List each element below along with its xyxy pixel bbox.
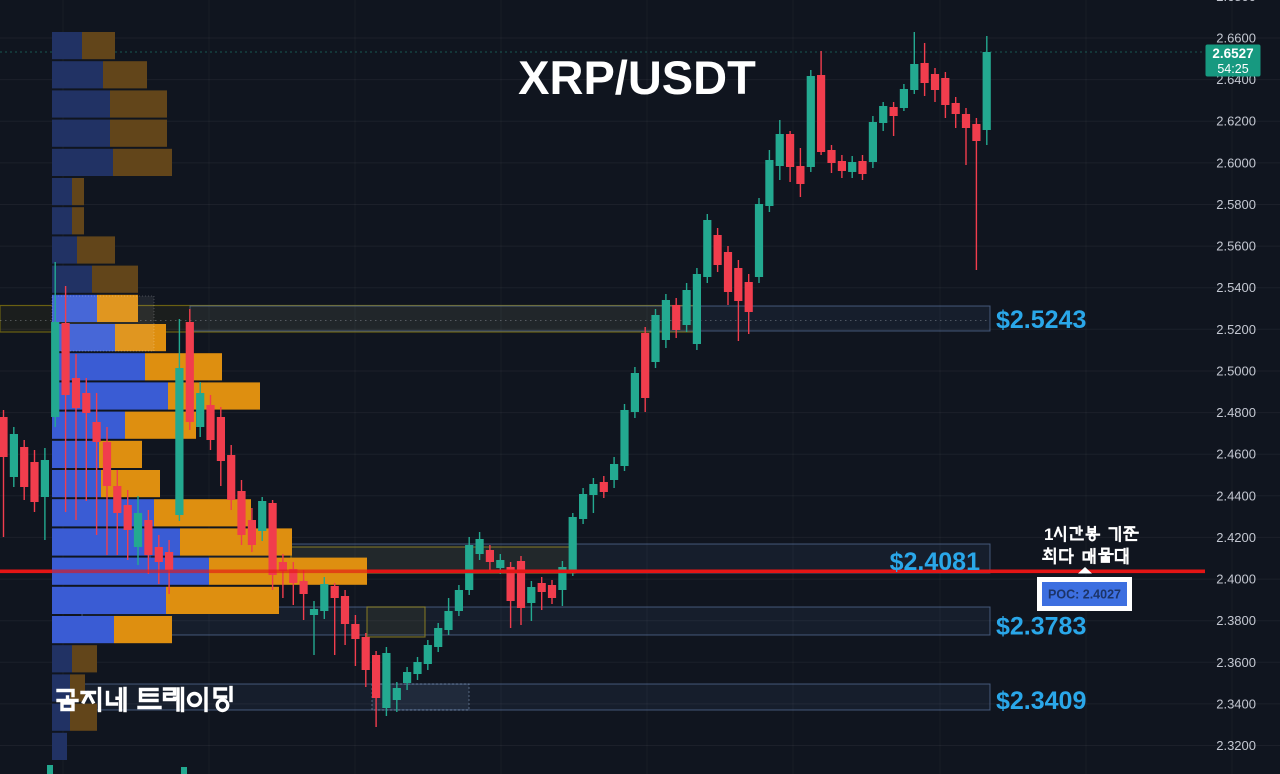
svg-text:2.5600: 2.5600 — [1216, 239, 1256, 254]
svg-text:2.3800: 2.3800 — [1216, 613, 1256, 628]
svg-text:2.3200: 2.3200 — [1216, 738, 1256, 753]
svg-text:2.4400: 2.4400 — [1216, 488, 1256, 503]
svg-text:2.6600: 2.6600 — [1216, 31, 1256, 46]
svg-text:2.4600: 2.4600 — [1216, 447, 1256, 462]
svg-text:$2.5243: $2.5243 — [996, 306, 1086, 334]
svg-text:$2.3783: $2.3783 — [996, 613, 1086, 641]
svg-text:2.3400: 2.3400 — [1216, 696, 1256, 711]
svg-text:2.6527: 2.6527 — [1212, 46, 1253, 61]
svg-text:POC: 2.4027: POC: 2.4027 — [1048, 588, 1121, 602]
svg-text:$2.4081: $2.4081 — [890, 548, 980, 576]
svg-text:2.6800: 2.6800 — [1216, 0, 1256, 4]
svg-text:2.5400: 2.5400 — [1216, 280, 1256, 295]
svg-text:$2.3409: $2.3409 — [996, 687, 1086, 715]
svg-text:2.6200: 2.6200 — [1216, 114, 1256, 129]
svg-text:2.4200: 2.4200 — [1216, 530, 1256, 545]
svg-text:2.4800: 2.4800 — [1216, 405, 1256, 420]
svg-text:54:25: 54:25 — [1217, 62, 1248, 76]
svg-text:2.5000: 2.5000 — [1216, 364, 1256, 379]
svg-text:2.5800: 2.5800 — [1216, 197, 1256, 212]
svg-text:XRP/USDT: XRP/USDT — [518, 51, 756, 104]
svg-text:2.4000: 2.4000 — [1216, 572, 1256, 587]
svg-text:1: 1 — [1044, 525, 1053, 544]
svg-text:2.5200: 2.5200 — [1216, 322, 1256, 337]
svg-text:2.6000: 2.6000 — [1216, 155, 1256, 170]
svg-text:2.3600: 2.3600 — [1216, 655, 1256, 670]
